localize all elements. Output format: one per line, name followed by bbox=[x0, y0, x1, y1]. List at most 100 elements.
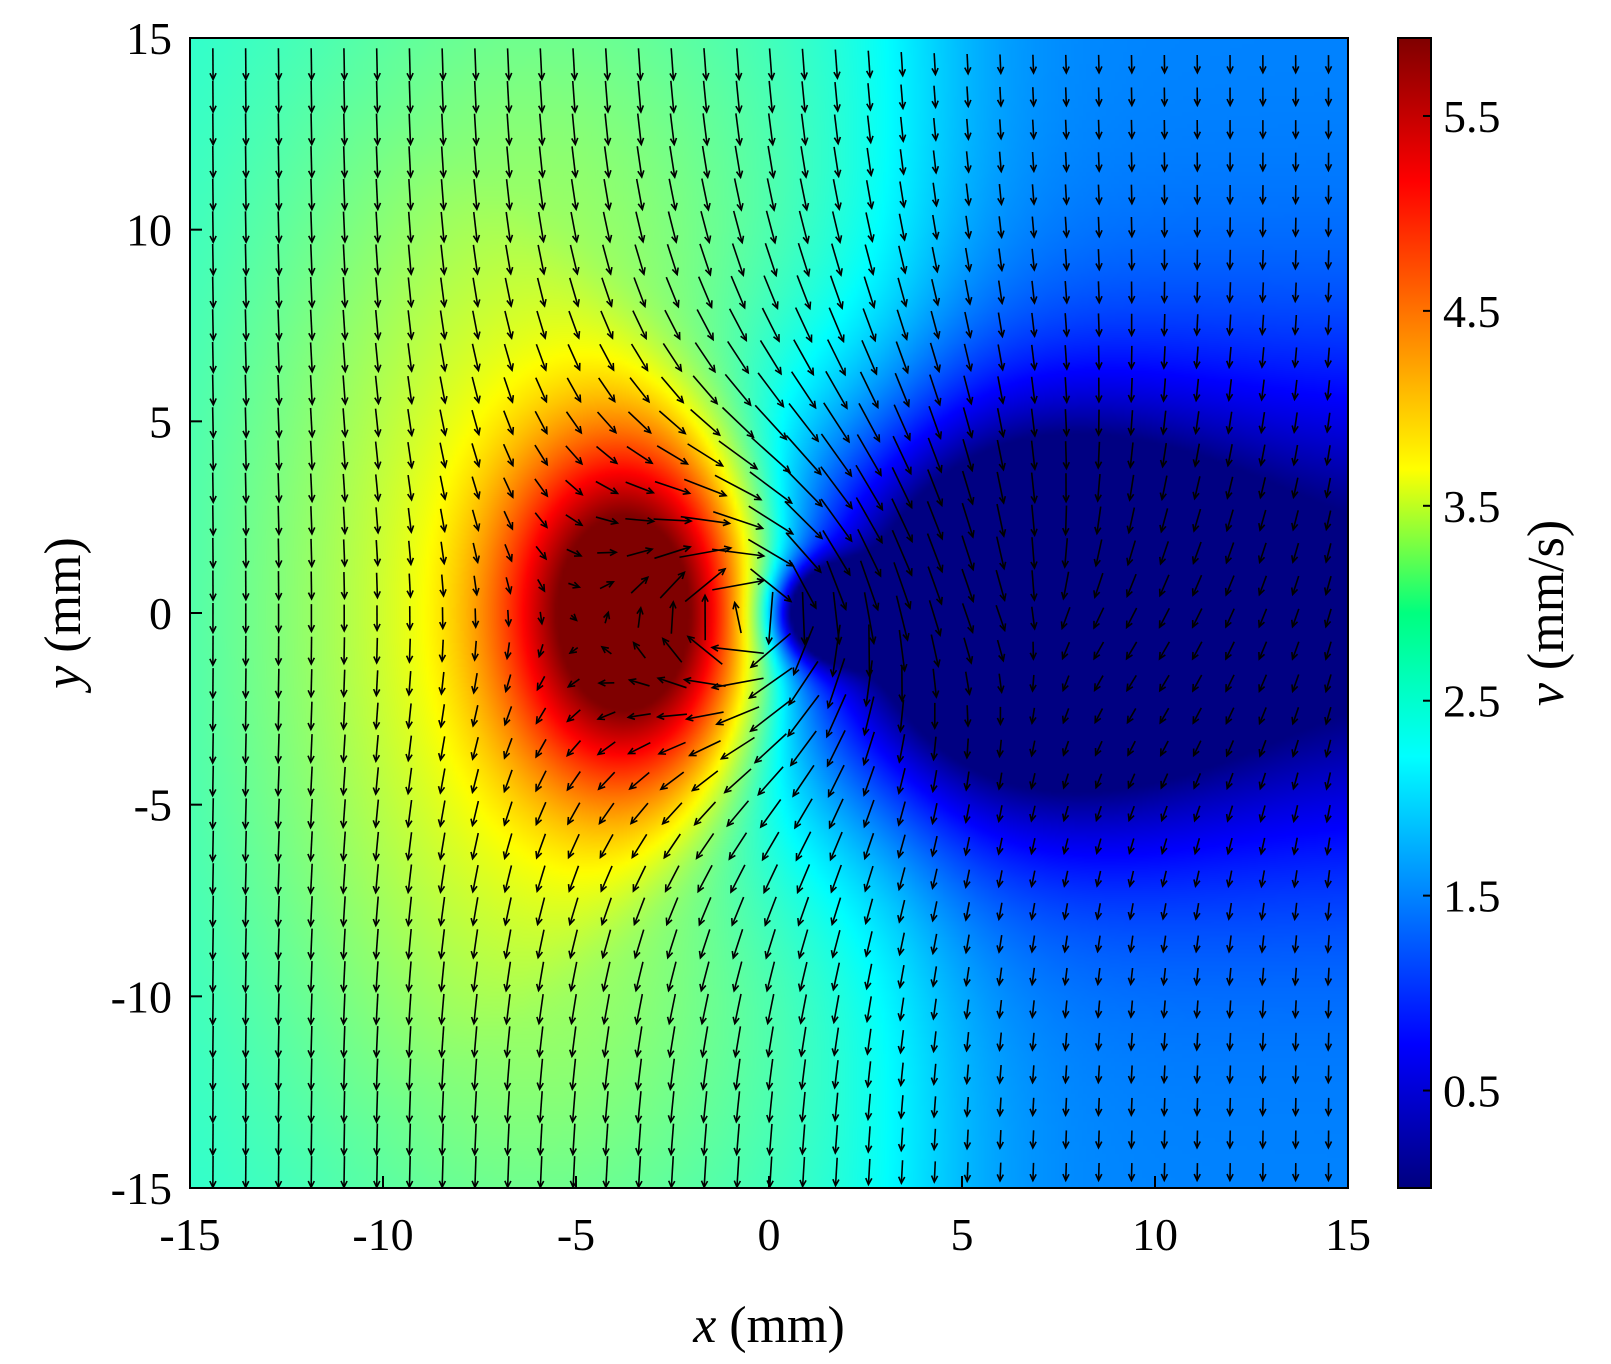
velocity-arrow bbox=[897, 932, 906, 957]
velocity-arrow bbox=[1160, 184, 1169, 206]
velocity-arrow bbox=[1093, 641, 1105, 661]
velocity-arrow bbox=[897, 699, 905, 734]
velocity-arrow bbox=[831, 1092, 840, 1123]
velocity-arrow bbox=[1323, 608, 1332, 629]
velocity-arrow bbox=[997, 312, 1006, 339]
velocity-arrow bbox=[930, 1128, 939, 1152]
velocity-arrow bbox=[241, 928, 250, 961]
velocity-arrow bbox=[503, 737, 513, 760]
velocity-arrow bbox=[1226, 1163, 1234, 1183]
velocity-arrow bbox=[373, 80, 382, 114]
velocity-arrow bbox=[1095, 377, 1103, 404]
velocity-arrow bbox=[763, 896, 777, 927]
velocity-arrow bbox=[656, 676, 687, 689]
velocity-arrow bbox=[1324, 1163, 1333, 1183]
velocity-arrow bbox=[1291, 1130, 1300, 1150]
velocity-arrow bbox=[340, 277, 349, 309]
velocity-arrow bbox=[1324, 772, 1332, 791]
velocity-arrow bbox=[1324, 1065, 1333, 1085]
velocity-arrow bbox=[502, 897, 512, 927]
velocity-arrow bbox=[339, 896, 348, 928]
velocity-arrow bbox=[661, 802, 683, 826]
velocity-arrow bbox=[1160, 281, 1169, 305]
velocity-arrow bbox=[1029, 740, 1037, 758]
velocity-arrow bbox=[891, 467, 913, 510]
velocity-arrow bbox=[242, 244, 250, 277]
velocity-arrow bbox=[340, 244, 349, 277]
velocity-arrow bbox=[787, 694, 820, 738]
velocity-arrow bbox=[634, 244, 646, 276]
velocity-arrow bbox=[275, 309, 283, 342]
velocity-arrow bbox=[996, 805, 1004, 824]
velocity-arrow bbox=[535, 545, 548, 561]
velocity-arrow bbox=[601, 244, 613, 276]
velocity-arrow bbox=[406, 277, 415, 309]
velocity-arrow bbox=[535, 833, 547, 860]
velocity-arrow bbox=[997, 344, 1006, 372]
velocity-arrow bbox=[636, 48, 644, 82]
velocity-arrow bbox=[728, 832, 748, 861]
velocity-arrow bbox=[307, 604, 316, 634]
velocity-arrow bbox=[699, 1026, 709, 1059]
velocity-arrow bbox=[242, 211, 250, 245]
velocity-arrow bbox=[274, 993, 283, 1026]
velocity-arrow bbox=[372, 1091, 381, 1124]
velocity-arrow bbox=[438, 639, 447, 663]
velocity-arrow bbox=[897, 1095, 906, 1120]
velocity-arrow bbox=[1095, 54, 1103, 75]
velocity-arrow bbox=[437, 800, 446, 828]
velocity-arrow bbox=[1258, 641, 1268, 661]
velocity-arrow bbox=[963, 1129, 972, 1151]
velocity-arrow bbox=[1226, 282, 1234, 304]
velocity-arrow bbox=[680, 515, 732, 527]
velocity-arrow bbox=[1127, 773, 1136, 790]
velocity-arrow bbox=[1029, 1130, 1037, 1150]
velocity-arrow bbox=[438, 993, 446, 1026]
velocity-arrow bbox=[996, 54, 1005, 76]
velocity-arrow bbox=[471, 509, 481, 533]
velocity-arrow bbox=[895, 341, 910, 375]
velocity-arrow bbox=[732, 1026, 742, 1059]
velocity-arrow bbox=[733, 1091, 741, 1124]
velocity-arrow bbox=[790, 371, 817, 410]
velocity-arrow bbox=[405, 735, 413, 763]
velocity-arrow bbox=[698, 896, 712, 927]
velocity-arrow bbox=[340, 113, 349, 147]
velocity-arrow bbox=[439, 343, 448, 373]
velocity-arrow bbox=[666, 929, 678, 960]
velocity-arrow bbox=[792, 626, 815, 677]
velocity-arrow bbox=[926, 533, 944, 574]
velocity-arrow bbox=[1029, 184, 1038, 206]
velocity-arrow bbox=[1291, 217, 1300, 238]
velocity-arrow bbox=[1259, 1097, 1267, 1117]
velocity-arrow bbox=[209, 439, 217, 472]
velocity-arrow bbox=[855, 497, 883, 545]
velocity-arrow bbox=[372, 799, 381, 829]
velocity-arrow bbox=[1323, 575, 1332, 597]
velocity-arrow bbox=[308, 407, 316, 439]
velocity-arrow bbox=[566, 678, 580, 688]
velocity-arrow bbox=[535, 707, 547, 725]
velocity-arrow bbox=[405, 864, 413, 895]
velocity-arrow bbox=[307, 863, 315, 896]
velocity-arrow bbox=[1193, 838, 1201, 856]
velocity-arrow bbox=[601, 1026, 610, 1059]
velocity-arrow bbox=[536, 675, 546, 692]
velocity-arrow bbox=[632, 310, 647, 341]
velocity-arrow bbox=[996, 503, 1007, 538]
velocity-arrow bbox=[653, 516, 693, 525]
velocity-arrow bbox=[719, 736, 755, 760]
velocity-arrow bbox=[1160, 903, 1168, 921]
velocity-arrow bbox=[767, 80, 776, 114]
velocity-arrow bbox=[865, 180, 875, 211]
velocity-arrow bbox=[274, 863, 283, 896]
velocity-arrow bbox=[723, 768, 752, 794]
velocity-arrow bbox=[828, 798, 844, 830]
velocity-arrow bbox=[568, 961, 578, 993]
x-tick-label: -10 bbox=[352, 1209, 413, 1260]
velocity-arrow bbox=[471, 343, 481, 373]
velocity-arrow bbox=[1192, 740, 1202, 758]
velocity-arrow bbox=[664, 865, 680, 893]
velocity-arrow bbox=[669, 113, 678, 147]
